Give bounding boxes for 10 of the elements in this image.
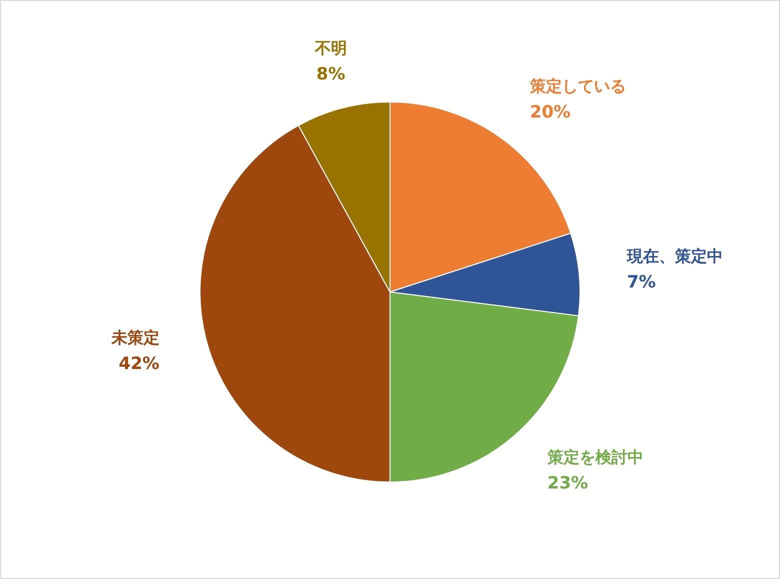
data-label: 8% — [316, 64, 346, 84]
slice-label: 不明 — [314, 38, 347, 58]
data-label: 23% — [547, 474, 588, 494]
slice-label: 策定を検討中 — [546, 448, 644, 467]
slice-label: 未策定 — [110, 328, 160, 348]
slice-label: 策定している — [528, 76, 626, 96]
slice-label: 現在、策定中 — [626, 246, 723, 266]
data-label: 7% — [626, 272, 656, 293]
data-label: 42% — [118, 354, 160, 374]
data-label: 20% — [530, 102, 571, 122]
